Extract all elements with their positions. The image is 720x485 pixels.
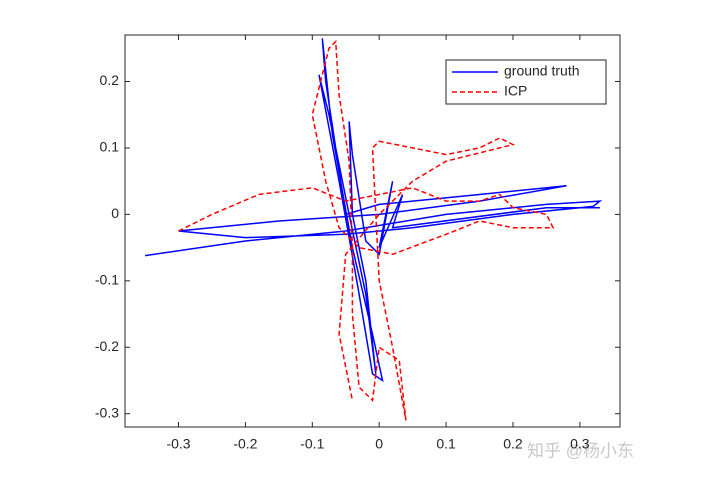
y-tick-label: 0.1 bbox=[100, 139, 120, 155]
series-line bbox=[178, 39, 555, 421]
y-tick-label: 0.2 bbox=[100, 72, 120, 88]
legend-box bbox=[445, 59, 607, 105]
y-tick-label: 0 bbox=[111, 205, 119, 221]
x-tick-label: 0.1 bbox=[436, 436, 456, 452]
x-tick-label: -0.1 bbox=[300, 436, 324, 452]
x-tick-label: 0.2 bbox=[503, 436, 523, 452]
watermark: 知乎 @杨小东 bbox=[527, 441, 634, 460]
y-tick-label: -0.2 bbox=[95, 338, 119, 354]
x-tick-label: 0 bbox=[375, 436, 383, 452]
legend-label: ground truth bbox=[504, 63, 580, 79]
y-tick-label: -0.1 bbox=[95, 272, 119, 288]
x-tick-label: 0.3 bbox=[570, 436, 590, 452]
x-tick-label: -0.3 bbox=[166, 436, 190, 452]
x-tick-label: -0.2 bbox=[233, 436, 257, 452]
y-tick-label: -0.3 bbox=[95, 404, 119, 420]
legend-label: ICP bbox=[504, 83, 527, 99]
